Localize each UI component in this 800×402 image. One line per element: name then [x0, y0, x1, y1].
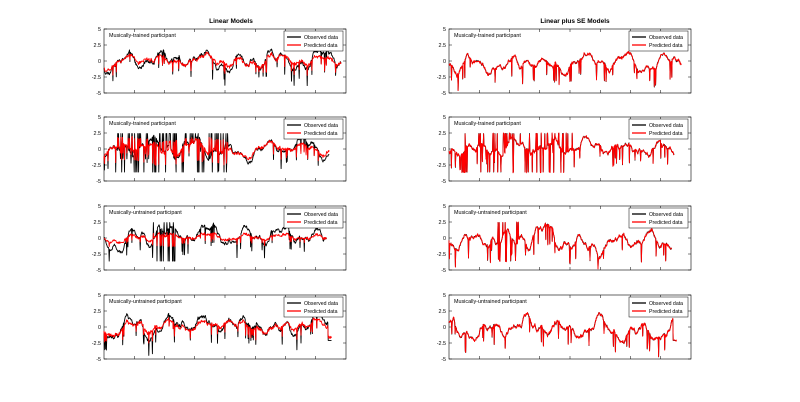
panel-label: Musically-untrained participant — [109, 210, 182, 216]
y-tick-label: -2.5 — [437, 252, 446, 258]
legend-label: Predicted data — [304, 43, 338, 49]
panel-label: Musically-trained participant — [454, 33, 521, 39]
legend-label: Predicted data — [649, 131, 683, 137]
y-tick-label: 5 — [443, 27, 446, 33]
y-tick-label: 5 — [443, 204, 446, 210]
chart-panel: 5 2.5 0 -2.5 -5 Musically-trained participant… — [92, 27, 347, 97]
y-tick-label: 2.5 — [94, 43, 102, 49]
legend-label: Observed data — [304, 123, 338, 129]
legend-box — [283, 207, 344, 229]
legend-label: Observed data — [649, 123, 683, 129]
y-tick-label: -2.5 — [92, 341, 101, 347]
legend-label: Observed data — [649, 301, 683, 307]
observed-data-line — [103, 48, 342, 87]
predicted-data-line — [103, 232, 327, 248]
legend-label: Observed data — [304, 35, 338, 41]
panel-label: Musically-untrained participant — [454, 210, 527, 216]
panel-label: Musically-trained participant — [109, 121, 176, 127]
panel-label: Musically-trained participant — [109, 33, 176, 39]
y-tick-label: 2.5 — [439, 220, 447, 226]
predicted-data-line — [448, 132, 675, 174]
legend-label: Observed data — [304, 212, 338, 218]
y-tick-label: -2.5 — [437, 341, 446, 347]
y-tick-label: 2.5 — [439, 309, 447, 315]
predicted-data-line — [448, 50, 682, 92]
chart-panel: 5 2.5 0 -2.5 -5 Musically-untrained participa… — [437, 204, 692, 274]
legend-label: Predicted data — [304, 131, 338, 137]
legend-label: Observed data — [649, 212, 683, 218]
y-tick-label: 0 — [98, 147, 101, 153]
legend-box — [283, 30, 344, 52]
legend-label: Predicted data — [304, 309, 338, 315]
legend-box — [628, 296, 689, 318]
predicted-data-line — [103, 135, 330, 166]
y-tick-label: -5 — [96, 268, 101, 274]
y-tick-label: -5 — [441, 179, 446, 185]
chart-panel: 5 2.5 0 -2.5 -5 Musically-trained participant… — [92, 115, 347, 185]
y-tick-label: 2.5 — [439, 131, 447, 137]
y-tick-label: 0 — [443, 236, 446, 242]
y-tick-label: 5 — [443, 115, 446, 121]
panel-label: Musically-untrained participant — [454, 299, 527, 305]
column-title-linear-plus-se: Linear plus SE Models — [540, 18, 610, 25]
y-tick-label: 0 — [98, 59, 101, 65]
legend-label: Predicted data — [304, 220, 338, 226]
y-tick-label: 5 — [98, 115, 101, 121]
y-tick-label: 2.5 — [94, 220, 102, 226]
chart-panel: 5 2.5 0 -2.5 -5 Musically-untrained participa… — [92, 293, 347, 363]
y-tick-label: -5 — [96, 179, 101, 185]
y-tick-label: -2.5 — [437, 75, 446, 81]
panel-label: Musically-untrained participant — [109, 299, 182, 305]
chart-panel: 5 2.5 0 -2.5 -5 Musically-untrained participa… — [437, 293, 692, 363]
legend-label: Predicted data — [649, 43, 683, 49]
legend-box — [628, 207, 689, 229]
panels: 5 2.5 0 -2.5 -5 Musically-trained participant… — [92, 27, 692, 363]
y-tick-label: 5 — [98, 27, 101, 33]
y-tick-label: 2.5 — [439, 43, 447, 49]
y-tick-label: 0 — [443, 59, 446, 65]
legend-label: Predicted data — [649, 220, 683, 226]
y-tick-label: 0 — [443, 325, 446, 331]
legend-box — [283, 118, 344, 140]
y-tick-label: 0 — [443, 147, 446, 153]
predicted-data-line — [103, 317, 332, 344]
column-title-linear: Linear Models — [209, 18, 253, 25]
y-tick-label: -2.5 — [92, 75, 101, 81]
y-tick-label: -5 — [96, 357, 101, 363]
legend-box — [628, 118, 689, 140]
chart-panel: 5 2.5 0 -2.5 -5 Musically-trained participant… — [437, 115, 692, 185]
y-tick-label: 5 — [98, 293, 101, 299]
y-tick-label: -2.5 — [92, 252, 101, 258]
legend-label: Predicted data — [649, 309, 683, 315]
y-tick-label: -5 — [441, 268, 446, 274]
y-tick-label: 0 — [98, 325, 101, 331]
legend-box — [628, 30, 689, 52]
predicted-data-line — [103, 51, 342, 76]
y-tick-label: -2.5 — [437, 163, 446, 169]
predicted-data-line — [448, 312, 677, 358]
legend-box — [283, 296, 344, 318]
observed-data-line — [103, 222, 328, 262]
chart-panel: 5 2.5 0 -2.5 -5 Musically-untrained participa… — [92, 204, 347, 274]
y-tick-label: 0 — [98, 236, 101, 242]
y-tick-label: -5 — [96, 91, 101, 97]
legend-label: Observed data — [649, 35, 683, 41]
legend-label: Observed data — [304, 301, 338, 307]
y-tick-label: -2.5 — [92, 163, 101, 169]
y-tick-label: 5 — [98, 204, 101, 210]
chart-panel: 5 2.5 0 -2.5 -5 Musically-trained participant… — [437, 27, 692, 97]
y-tick-label: 2.5 — [94, 131, 102, 137]
y-tick-label: 5 — [443, 293, 446, 299]
y-tick-label: -5 — [441, 91, 446, 97]
y-tick-label: -5 — [441, 357, 446, 363]
y-tick-label: 2.5 — [94, 309, 102, 315]
predicted-data-line — [448, 221, 673, 270]
panel-label: Musically-trained participant — [454, 121, 521, 127]
